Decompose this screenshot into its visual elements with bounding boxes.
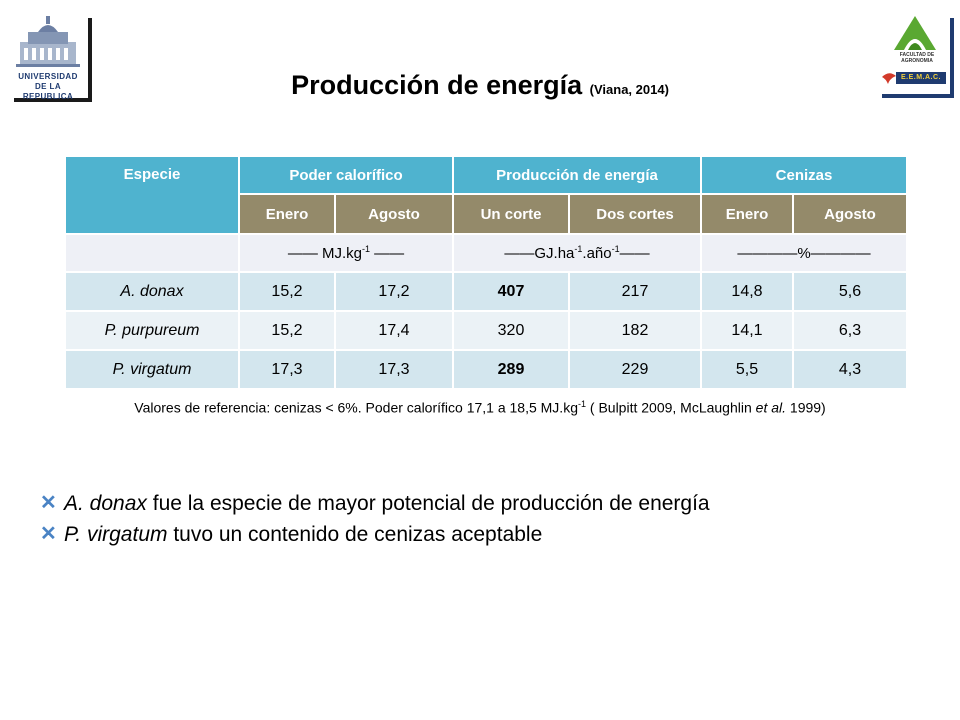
value-cell: 17,3	[238, 349, 336, 390]
table-row: P. virgatum 17,3 17,3 289 229 5,5 4,3	[64, 349, 909, 390]
units-gj-text: ——GJ.ha	[504, 245, 575, 262]
units-gj-post: ——	[619, 245, 650, 262]
units-gj: ——GJ.ha-1.año-1——	[452, 233, 702, 273]
value-cell: 407	[452, 271, 570, 312]
value-cell: 4,3	[791, 349, 909, 390]
units-mj-exp: -1	[362, 244, 371, 254]
value-cell: 15,2	[238, 271, 336, 312]
page-title: Producción de energía (Viana, 2014)	[0, 70, 960, 101]
bird-icon	[882, 73, 896, 84]
subheader-enero: Enero	[238, 193, 336, 235]
subheader-dos-cortes: Dos cortes	[568, 193, 702, 235]
facultad-name-line1: FACULTAD DE	[899, 52, 935, 58]
species-cell: P. virgatum	[64, 349, 240, 390]
units-pct: ————%————	[699, 233, 909, 273]
university-name-line1: UNIVERSIDAD	[18, 72, 78, 81]
value-cell: 217	[568, 271, 702, 312]
note-mid: ( Bulpitt 2009, McLaughlin	[586, 399, 756, 416]
conclusions-list: ✕ A. donax fue la especie de mayor poten…	[40, 488, 710, 550]
bullet-text: tuvo un contenido de cenizas aceptable	[167, 523, 543, 546]
value-cell: 17,3	[334, 349, 454, 390]
value-cell: 14,1	[700, 310, 794, 351]
units-empty-cell	[64, 233, 240, 273]
subheader-un-corte: Un corte	[452, 193, 570, 235]
list-item: ✕ A. donax fue la especie de mayor poten…	[40, 488, 710, 519]
list-item: ✕ P. virgatum tuvo un contenido de ceniz…	[40, 519, 710, 550]
title-citation: (Viana, 2014)	[589, 82, 669, 97]
units-mj: —— MJ.kg-1 ——	[238, 233, 454, 273]
facultad-name: FACULTAD DE AGRONOMIA	[894, 52, 940, 64]
university-building-icon	[16, 16, 80, 67]
value-cell: 17,4	[334, 310, 454, 351]
subheader-enero-cenizas: Enero	[700, 193, 794, 235]
value-cell: 320	[452, 310, 570, 351]
university-name: UNIVERSIDAD DE LA REPUBLICA	[10, 72, 86, 102]
units-gj-mid: .año	[582, 245, 612, 262]
units-mj-text: —— MJ.kg	[287, 245, 362, 262]
table-subheader-row: Enero Agosto Un corte Dos cortes Enero A…	[65, 193, 909, 235]
value-cell: 6,3	[791, 310, 909, 351]
reference-note: Valores de referencia: cenizas < 6%. Pod…	[0, 399, 960, 416]
table-row: A. donax 15,2 17,2 407 217 14,8 5,6	[64, 271, 909, 312]
note-text: Valores de referencia: cenizas < 6%. Pod…	[134, 399, 578, 416]
x-mark-icon: ✕	[40, 523, 57, 545]
logo-frame: UNIVERSIDAD DE LA REPUBLICA	[8, 12, 88, 101]
title-main: Producción de energía	[291, 70, 583, 100]
header-produccion-energia: Producción de energía	[452, 155, 702, 195]
value-cell: 17,2	[334, 271, 454, 312]
value-cell: 5,5	[700, 349, 794, 390]
logo-frame-shadow	[882, 18, 954, 98]
value-cell: 182	[568, 310, 702, 351]
bullet-species: A. donax	[64, 492, 147, 515]
bullet-species: P. virgatum	[64, 523, 168, 546]
note-post: 1999)	[786, 399, 826, 416]
header-poder-calorifico: Poder calorífico	[238, 155, 454, 195]
logo-frame-shadow	[14, 18, 92, 102]
energy-table: Especie Poder calorífico Producción de e…	[64, 155, 909, 390]
universidad-logo: UNIVERSIDAD DE LA REPUBLICA	[8, 12, 92, 102]
units-gj-exp1: -1	[574, 244, 583, 254]
units-gj-exp2: -1	[611, 244, 620, 254]
x-mark-icon: ✕	[40, 492, 57, 514]
header-cenizas: Cenizas	[699, 155, 909, 195]
facultad-name-line2: AGRONOMIA	[901, 58, 933, 64]
value-cell: 14,8	[700, 271, 794, 312]
table-header-row: Especie Poder calorífico Producción de e…	[64, 155, 909, 235]
species-cell: P. purpureum	[64, 310, 240, 351]
subheader-agosto-cenizas: Agosto	[791, 193, 909, 235]
units-row: —— MJ.kg-1 —— ——GJ.ha-1.año-1—— ————%———…	[64, 233, 909, 273]
note-etal: et al.	[755, 399, 787, 416]
units-mj-post: ——	[370, 245, 405, 262]
note-exp: -1	[577, 399, 586, 409]
bullet-text: fue la especie de mayor potencial de pro…	[146, 492, 710, 515]
table-row: P. purpureum 15,2 17,4 320 182 14,1 6,3	[64, 310, 909, 351]
value-cell: 15,2	[238, 310, 336, 351]
header-especie: Especie	[64, 155, 240, 235]
value-cell: 289	[452, 349, 570, 390]
species-cell: A. donax	[64, 271, 240, 312]
facultad-logo: FACULTAD DE AGRONOMIA E.E.M.A.C.	[876, 12, 954, 98]
value-cell: 229	[568, 349, 702, 390]
subheader-agosto: Agosto	[334, 193, 454, 235]
value-cell: 5,6	[791, 271, 909, 312]
eemac-badge: E.E.M.A.C.	[896, 72, 946, 84]
agronomia-leaf-icon	[894, 16, 936, 50]
university-name-line2: DE LA REPUBLICA	[22, 82, 74, 101]
